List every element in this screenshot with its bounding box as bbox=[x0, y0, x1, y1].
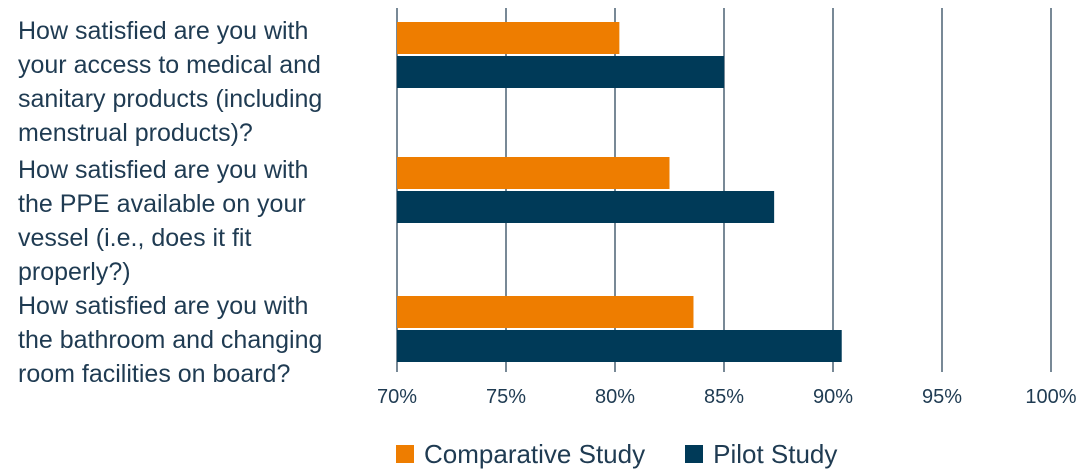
legend-label-comparative: Comparative Study bbox=[424, 438, 646, 469]
legend: Comparative Study Pilot Study bbox=[396, 436, 877, 472]
question-label-line: the bathroom and changing bbox=[18, 326, 323, 354]
x-tick-label-3: 85% bbox=[704, 386, 744, 408]
legend-swatch-pilot bbox=[685, 445, 704, 463]
legend-item-pilot: Pilot Study bbox=[685, 439, 837, 470]
question-label-line: menstrual products)? bbox=[18, 119, 253, 147]
bar-comparative-q2 bbox=[397, 157, 670, 189]
legend-item-comparative: Comparative Study bbox=[396, 439, 645, 470]
legend-swatch-comparative bbox=[396, 445, 414, 463]
x-tick-label-1: 75% bbox=[486, 386, 526, 408]
x-tick-label-5: 95% bbox=[922, 386, 962, 408]
question-label-line: your access to medical and bbox=[18, 51, 321, 79]
question-label-3: How satisfied are you with the bathroom a… bbox=[18, 289, 378, 391]
x-tick-label-2: 80% bbox=[595, 386, 635, 408]
bar-pilot-q2 bbox=[397, 191, 775, 223]
x-tick-label-0: 70% bbox=[377, 386, 417, 408]
question-label-line: properly?) bbox=[18, 258, 131, 286]
question-label-line: the PPE available on your bbox=[18, 190, 306, 218]
question-label-line: sanitary products (including bbox=[18, 85, 323, 113]
bar-comparative-q3 bbox=[397, 296, 694, 328]
question-label-1: How satisfied are you with your access to… bbox=[18, 14, 378, 150]
question-label-line: How satisfied are you with bbox=[18, 292, 309, 320]
question-label-line: How satisfied are you with bbox=[18, 17, 309, 45]
bar-comparative-q1 bbox=[397, 22, 620, 54]
question-label-line: room facilities on board? bbox=[18, 360, 291, 388]
question-label-2: How satisfied are you with the PPE availa… bbox=[18, 153, 378, 289]
question-label-line: How satisfied are you with bbox=[18, 156, 309, 184]
x-tick-label-4: 90% bbox=[813, 386, 853, 408]
bar-pilot-q3 bbox=[397, 330, 842, 362]
bar-pilot-q1 bbox=[397, 56, 724, 88]
x-tick-label-6: 100% bbox=[1025, 386, 1076, 408]
legend-label-pilot: Pilot Study bbox=[713, 438, 838, 469]
question-label-line: vessel (i.e., does it fit bbox=[18, 224, 252, 252]
